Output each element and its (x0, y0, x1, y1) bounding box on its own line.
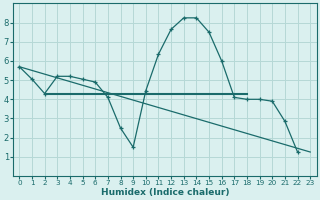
X-axis label: Humidex (Indice chaleur): Humidex (Indice chaleur) (100, 188, 229, 197)
